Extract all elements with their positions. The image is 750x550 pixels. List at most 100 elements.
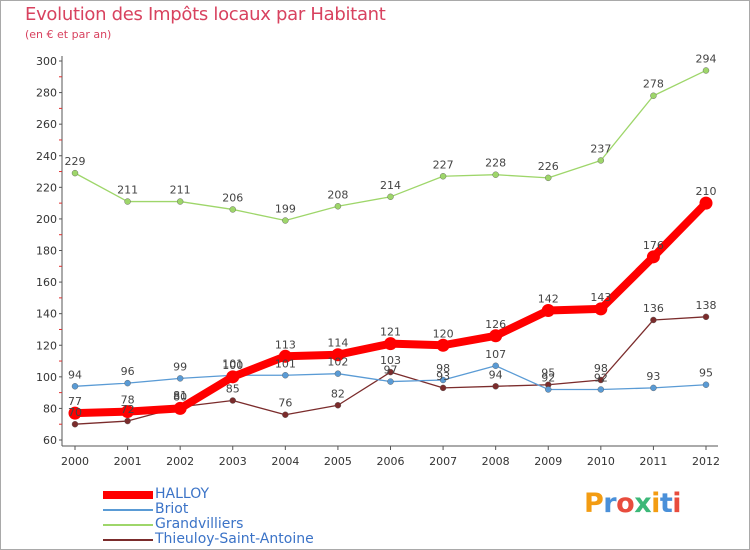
data-label-briot: 101 — [222, 357, 243, 370]
data-label-halloy: 77 — [68, 395, 82, 408]
data-point-briot — [334, 370, 342, 377]
x-tick-label: 2009 — [534, 455, 562, 468]
data-label-halloy: 176 — [643, 239, 664, 252]
data-point-briot — [597, 386, 605, 393]
y-axis-tick-labels: 60 80 100 120 140 160 180 200 220 240 260 280 300 — [36, 55, 57, 447]
data-point-halloy — [278, 349, 292, 363]
data-point-briot — [492, 362, 499, 369]
data-label-halloy: 100 — [222, 359, 243, 372]
data-label-briot: 92 — [594, 371, 608, 384]
data-label-grandvilliers: 199 — [275, 202, 296, 215]
legend-label-thieuloy-saint-antoine: Thieuloy-Saint-Antoine — [155, 531, 314, 547]
data-point-halloy — [594, 302, 608, 316]
legend-swatch-briot — [103, 509, 153, 511]
data-label-grandvilliers: 211 — [170, 184, 191, 197]
data-label-grandvilliers: 208 — [327, 188, 348, 201]
data-label-briot: 97 — [384, 364, 398, 377]
data-point-grandvilliers — [650, 92, 657, 99]
data-label-briot: 92 — [541, 371, 555, 384]
data-point-halloy — [436, 338, 450, 352]
data-label-briot: 101 — [275, 357, 296, 370]
chart-subtitle: (en € et par an) — [25, 28, 112, 41]
data-label-thieuloy-saint-antoine: 98 — [594, 362, 608, 375]
x-tick-label: 2012 — [692, 455, 720, 468]
data-label-grandvilliers: 229 — [65, 155, 86, 168]
data-point-thieuloy-saint-antoine — [71, 421, 79, 428]
data-point-briot — [545, 386, 552, 393]
data-point-briot — [387, 378, 394, 385]
data-point-grandvilliers — [387, 193, 394, 201]
data-label-halloy: 80 — [173, 390, 187, 403]
data-point-halloy — [646, 250, 660, 264]
data-label-thieuloy-saint-antoine: 76 — [278, 397, 292, 410]
series-layer — [68, 67, 713, 428]
series-grandvilliers — [71, 67, 710, 224]
y-tick-label: 300 — [36, 55, 57, 68]
data-label-thieuloy-saint-antoine: 81 — [173, 389, 187, 402]
y-tick-label: 180 — [36, 245, 57, 258]
data-point-grandvilliers — [229, 206, 236, 213]
data-label-halloy: 121 — [380, 326, 401, 339]
data-label-thieuloy-saint-antoine: 93 — [436, 370, 450, 383]
data-point-thieuloy-saint-antoine — [597, 376, 605, 384]
data-label-briot: 107 — [485, 348, 506, 361]
data-label-briot: 98 — [436, 362, 450, 375]
chart-title: Evolution des Impôts locaux par Habitant — [25, 4, 386, 25]
legend-label-halloy: HALLOY — [155, 486, 210, 502]
data-point-halloy — [68, 406, 82, 420]
data-label-halloy: 126 — [485, 318, 506, 331]
data-label-thieuloy-saint-antoine: 138 — [696, 299, 717, 312]
data-label-thieuloy-saint-antoine: 136 — [643, 302, 664, 315]
data-point-grandvilliers — [545, 174, 552, 182]
data-label-briot: 95 — [699, 367, 713, 380]
data-point-halloy — [489, 329, 503, 343]
data-point-thieuloy-saint-antoine — [439, 384, 447, 392]
data-label-briot: 102 — [327, 356, 348, 369]
data-point-grandvilliers — [702, 67, 710, 74]
x-tick-label: 2006 — [377, 455, 405, 468]
legend-swatch-halloy — [103, 491, 153, 499]
data-point-briot — [176, 375, 184, 382]
x-tick-label: 2003 — [219, 455, 247, 468]
data-label-halloy: 113 — [275, 338, 296, 351]
data-point-thieuloy-saint-antoine — [229, 397, 236, 404]
axes — [59, 56, 718, 450]
data-label-briot: 94 — [68, 368, 82, 381]
data-label-grandvilliers: 278 — [643, 78, 664, 91]
x-tick-label: 2000 — [61, 455, 89, 468]
series-halloy — [68, 196, 713, 420]
data-label-thieuloy-saint-antoine: 72 — [121, 403, 135, 416]
data-point-thieuloy-saint-antoine — [702, 313, 710, 321]
y-tick-label: 80 — [43, 402, 57, 415]
data-label-grandvilliers: 206 — [222, 191, 243, 204]
data-point-halloy — [226, 370, 240, 384]
data-point-halloy — [173, 401, 187, 415]
legend-swatch-grandvilliers — [103, 524, 153, 526]
x-tick-label: 2010 — [587, 455, 615, 468]
data-label-briot: 96 — [121, 365, 135, 378]
data-label-halloy: 78 — [121, 394, 135, 407]
y-tick-label: 60 — [43, 434, 57, 447]
data-point-thieuloy-saint-antoine — [334, 402, 342, 409]
data-point-thieuloy-saint-antoine — [282, 411, 289, 418]
data-point-grandvilliers — [597, 157, 605, 164]
data-point-thieuloy-saint-antoine — [650, 316, 657, 324]
data-point-grandvilliers — [124, 198, 131, 205]
data-label-briot: 99 — [173, 360, 187, 373]
data-label-briot: 93 — [646, 370, 660, 383]
data-label-halloy: 114 — [327, 337, 348, 350]
y-tick-label: 160 — [36, 276, 57, 289]
data-label-grandvilliers: 211 — [117, 184, 138, 197]
data-point-halloy — [121, 405, 135, 419]
y-tick-label: 280 — [36, 87, 57, 100]
data-label-halloy: 142 — [538, 293, 559, 306]
data-label-grandvilliers: 214 — [380, 179, 401, 192]
data-label-halloy: 120 — [433, 327, 454, 340]
data-label-thieuloy-saint-antoine: 85 — [226, 383, 240, 396]
data-point-briot — [71, 383, 79, 390]
data-point-halloy — [541, 304, 555, 318]
data-point-grandvilliers — [492, 171, 499, 178]
data-label-grandvilliers: 228 — [485, 157, 506, 170]
